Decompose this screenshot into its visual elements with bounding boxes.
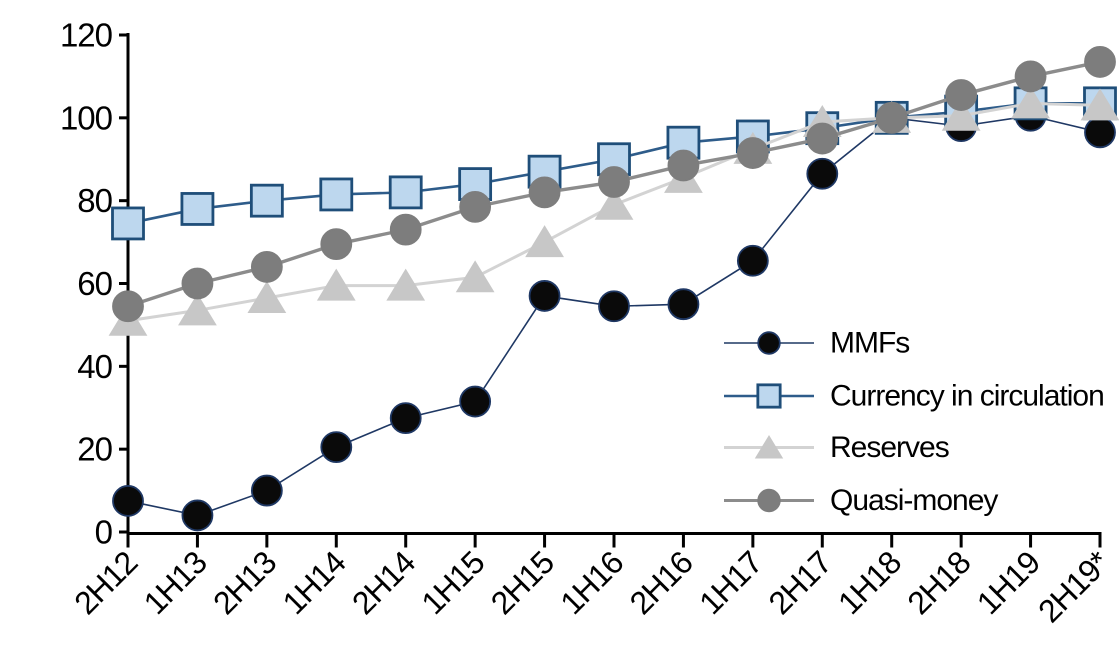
circle-marker xyxy=(389,402,422,435)
circle-marker xyxy=(598,166,630,198)
circle-marker xyxy=(598,290,630,323)
line-chart-canvas: 0204060801001202H121H132H131H142H141H152… xyxy=(60,17,1119,629)
circle-marker xyxy=(112,485,144,517)
y-tick-label: 100 xyxy=(60,99,113,136)
circle-marker xyxy=(250,251,283,283)
x-tick-label: 1H18 xyxy=(831,544,908,621)
circle-marker xyxy=(320,228,353,261)
triangle-marker xyxy=(316,268,356,301)
circle-marker xyxy=(806,122,839,155)
square-marker xyxy=(111,206,145,241)
circle-marker xyxy=(528,176,561,209)
x-tick-label: 2H12 xyxy=(67,544,144,621)
x-tick-label: 2H13 xyxy=(206,544,283,621)
circle-marker xyxy=(945,79,978,111)
x-tick-label: 1H16 xyxy=(553,544,630,621)
series-quasi-money xyxy=(112,46,1116,323)
x-tick-label: 1H15 xyxy=(414,544,491,621)
y-tick-label: 40 xyxy=(77,348,112,385)
x-tick-label: 1H13 xyxy=(137,544,214,621)
circle-marker xyxy=(736,137,769,169)
circle-marker xyxy=(1014,60,1047,93)
circle-marker xyxy=(667,288,700,321)
circle-marker xyxy=(736,244,769,277)
x-tick-label: 1H17 xyxy=(692,544,769,621)
square-marker xyxy=(388,175,423,210)
x-tick-label: 2H16 xyxy=(623,544,700,621)
legend-label: Quasi-money xyxy=(830,484,998,517)
circle-marker xyxy=(250,474,283,507)
y-tick-label: 120 xyxy=(60,17,113,54)
x-tick-label: 1H14 xyxy=(276,544,353,621)
triangle-marker xyxy=(1080,88,1119,121)
y-tick-label: 60 xyxy=(77,265,112,302)
legend-label: MMFs xyxy=(830,327,909,360)
circle-marker xyxy=(459,190,492,223)
indexed-money-aggregates-chart: 0 20 40 60 80 100 120 2H12 1H13 2H13 1H14 2H14 1H15 2… xyxy=(40,16,1119,656)
legend-triangle-icon xyxy=(754,435,784,459)
triangle-marker xyxy=(1011,86,1050,119)
triangle-marker xyxy=(247,281,287,313)
triangle-marker xyxy=(455,260,495,293)
circle-marker xyxy=(389,213,422,246)
circle-marker xyxy=(667,149,700,182)
square-marker xyxy=(180,192,215,226)
y-tick-label: 80 xyxy=(77,182,112,219)
circle-marker xyxy=(1084,116,1116,149)
series-mmfs xyxy=(112,99,1116,532)
circle-marker xyxy=(528,280,561,312)
legend-item-quasi-money: Quasi-money xyxy=(724,484,999,517)
x-tick-label: 2H19* xyxy=(1031,544,1116,629)
legend-item-mmfs: MMFs xyxy=(724,327,910,360)
legend-circle-icon xyxy=(757,331,781,355)
circle-marker xyxy=(181,499,214,532)
y-tick-label: 20 xyxy=(77,431,112,468)
x-tick-label: 2H18 xyxy=(900,544,977,621)
legend-circle-icon xyxy=(757,488,781,513)
triangle-marker xyxy=(594,187,634,220)
legend-item-currency-in-circulation: Currency in circulation xyxy=(724,380,1105,413)
legend-label: Currency in circulation xyxy=(830,380,1104,413)
circle-marker xyxy=(181,267,214,300)
square-marker xyxy=(249,183,284,218)
y-tick-label: 0 xyxy=(95,514,113,551)
triangle-marker xyxy=(941,98,981,131)
square-marker xyxy=(319,177,354,212)
legend-item-reserves: Reserves xyxy=(724,431,950,464)
circle-marker xyxy=(459,385,492,418)
legend-square-icon xyxy=(756,383,782,409)
circle-marker xyxy=(875,101,908,134)
circle-marker xyxy=(806,157,839,190)
x-tick-label: 1H19 xyxy=(970,544,1047,621)
x-tick-label: 2H15 xyxy=(484,544,561,621)
triangle-marker xyxy=(178,293,217,326)
circle-marker xyxy=(320,431,353,463)
x-tick-label: 2H17 xyxy=(762,544,839,621)
legend-label: Reserves xyxy=(830,431,949,464)
circle-marker xyxy=(112,290,144,323)
triangle-marker xyxy=(525,225,564,258)
circle-marker xyxy=(1084,46,1116,78)
triangle-marker xyxy=(386,268,426,301)
x-tick-label: 2H14 xyxy=(345,544,422,621)
